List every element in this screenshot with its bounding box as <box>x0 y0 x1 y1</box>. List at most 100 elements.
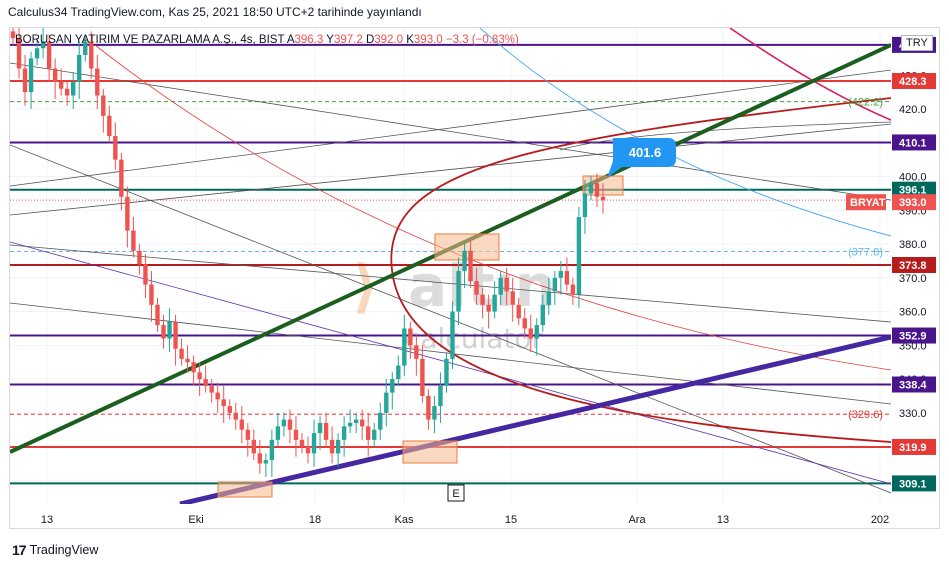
candle-body[interactable] <box>402 328 407 366</box>
candle-body[interactable] <box>101 95 106 116</box>
candle-body[interactable] <box>161 325 166 339</box>
candle-body[interactable] <box>390 379 395 393</box>
candle-body[interactable] <box>546 291 552 305</box>
candle-body[interactable] <box>353 419 359 423</box>
candle-body[interactable] <box>558 271 564 278</box>
candle-body[interactable] <box>239 419 244 430</box>
candle-body[interactable] <box>335 439 341 454</box>
box-mid-low[interactable] <box>402 440 458 464</box>
candle-body[interactable] <box>347 422 353 427</box>
candle-body[interactable] <box>215 392 220 400</box>
candle-body[interactable] <box>251 439 257 454</box>
candle-body[interactable] <box>408 328 413 346</box>
candle-body[interactable] <box>155 304 160 326</box>
box-low[interactable] <box>217 481 273 498</box>
candle-body[interactable] <box>341 426 347 440</box>
tradingview-logo-icon[interactable]: 17 <box>12 542 27 558</box>
candle-body[interactable] <box>293 429 299 440</box>
candle-body[interactable] <box>16 38 22 69</box>
candle-body[interactable] <box>378 412 383 430</box>
candle-body[interactable] <box>179 348 184 359</box>
candle-body[interactable] <box>468 250 473 282</box>
candle-body[interactable] <box>450 311 455 359</box>
marker-e[interactable]: E <box>447 484 465 502</box>
candle-body[interactable] <box>474 281 479 295</box>
candle-body[interactable] <box>426 395 431 420</box>
candle-body[interactable] <box>58 82 64 89</box>
candle-body[interactable] <box>576 217 582 295</box>
candle-body[interactable] <box>438 385 443 407</box>
candle-body[interactable] <box>564 271 570 285</box>
candle-body[interactable] <box>432 406 437 420</box>
candle-body[interactable] <box>570 284 576 295</box>
candle-body[interactable] <box>420 358 425 396</box>
candle-body[interactable] <box>510 291 515 305</box>
candle-body[interactable] <box>317 422 323 434</box>
candle-body[interactable] <box>516 304 521 319</box>
candle-body[interactable] <box>64 88 70 96</box>
candle-body[interactable] <box>52 68 58 83</box>
trendline-violet[interactable] <box>10 241 891 485</box>
candle-body[interactable] <box>323 422 329 440</box>
candle-body[interactable] <box>414 345 419 359</box>
candle-body[interactable] <box>552 277 558 292</box>
candle-body[interactable] <box>173 321 178 349</box>
candle-body[interactable] <box>221 399 226 407</box>
candle-body[interactable] <box>299 439 305 447</box>
candle-body[interactable] <box>456 271 461 312</box>
candle-body[interactable] <box>83 41 88 56</box>
candle-body[interactable] <box>227 406 232 413</box>
candle-body[interactable] <box>287 419 293 430</box>
candle-body[interactable] <box>107 115 112 137</box>
candle-body[interactable] <box>462 250 467 272</box>
candle-body[interactable] <box>28 58 34 93</box>
candle-body[interactable] <box>269 439 275 461</box>
curve-red-arc[interactable] <box>390 97 891 443</box>
candle-body[interactable] <box>143 264 148 285</box>
candle-body[interactable] <box>396 365 401 380</box>
candle-body[interactable] <box>149 284 154 305</box>
currency-badge[interactable]: TRY <box>901 35 933 51</box>
candle-body[interactable] <box>257 453 263 464</box>
candle-body[interactable] <box>329 439 335 454</box>
candle-body[interactable] <box>233 412 238 420</box>
candle-body[interactable] <box>534 325 539 339</box>
candle-body[interactable] <box>167 321 172 339</box>
candle-body[interactable] <box>34 48 40 59</box>
candle-body[interactable] <box>444 358 449 386</box>
candle-body[interactable] <box>40 41 46 49</box>
candle-body[interactable] <box>185 358 190 363</box>
candle-body[interactable] <box>600 196 606 201</box>
candle-body[interactable] <box>540 304 545 326</box>
candle-body[interactable] <box>95 68 100 96</box>
candle-body[interactable] <box>528 328 533 339</box>
candle-body[interactable] <box>305 446 311 454</box>
candle-body[interactable] <box>245 429 250 440</box>
candle-body[interactable] <box>384 392 389 413</box>
candle-body[interactable] <box>522 318 527 329</box>
candle-body[interactable] <box>10 31 16 39</box>
candle-body[interactable] <box>22 68 28 93</box>
footer-brand[interactable]: TradingView <box>29 543 99 557</box>
trendline-gray-1[interactable] <box>10 244 891 323</box>
box-mid-high[interactable] <box>434 233 500 261</box>
candle-body[interactable] <box>275 426 281 440</box>
candle-body[interactable] <box>498 277 503 295</box>
candle-body[interactable] <box>125 196 130 231</box>
candle-body[interactable] <box>504 277 509 292</box>
candle-body[interactable] <box>263 460 269 464</box>
candle-body[interactable] <box>203 379 208 386</box>
candle-body[interactable] <box>359 419 365 427</box>
candle-body[interactable] <box>281 419 287 427</box>
candle-body[interactable] <box>588 183 594 194</box>
candle-body[interactable] <box>492 294 497 312</box>
candle-body[interactable] <box>131 230 136 251</box>
candle-body[interactable] <box>197 372 202 380</box>
candle-body[interactable] <box>594 183 600 197</box>
trendline-purple[interactable] <box>179 334 891 504</box>
price-callout[interactable]: 401.6 <box>607 138 676 178</box>
trendline-gray-4[interactable] <box>10 62 891 201</box>
candle-body[interactable] <box>311 433 317 454</box>
candle-body[interactable] <box>113 136 118 160</box>
